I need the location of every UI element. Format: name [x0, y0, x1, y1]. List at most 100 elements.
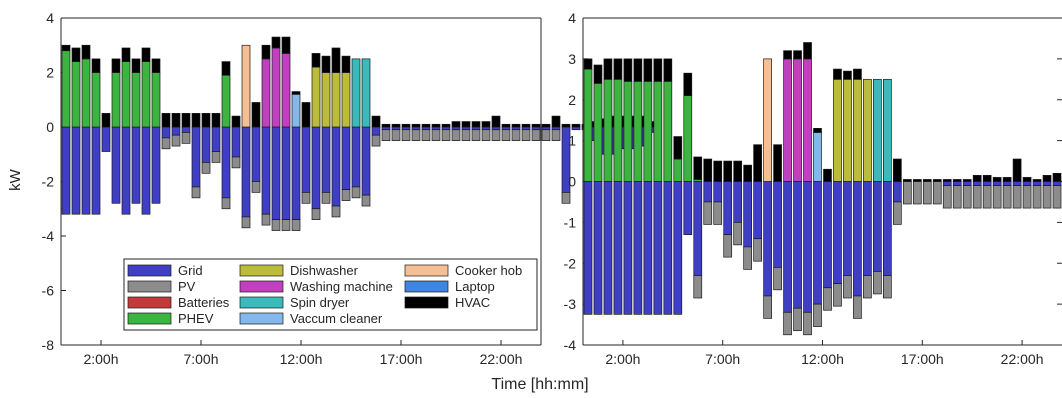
- right-bar-grid: [673, 181, 683, 315]
- left-bar-dishwasher: [311, 66, 321, 128]
- left-bar-hvac: [561, 123, 571, 128]
- left-bar-pv: [351, 186, 361, 199]
- right-bar-hvac: [663, 58, 673, 82]
- right-bar-pv: [982, 185, 992, 209]
- left-bar-hvac: [201, 113, 211, 128]
- left-bar-grid: [171, 126, 181, 136]
- left-y-tick-label: -4: [42, 228, 55, 244]
- right-bar-spin-dryer: [883, 78, 892, 182]
- legend-label-cooker-hob: Cooker hob: [455, 263, 522, 278]
- legend-swatch-phev: [127, 312, 172, 325]
- left-bar-hvac: [281, 36, 291, 54]
- right-bar-grid: [753, 181, 762, 240]
- left-x-tick-label: 17:00h: [380, 351, 423, 367]
- left-bar-grid: [311, 126, 321, 210]
- legend-label-dishwasher: Dishwasher: [290, 263, 359, 278]
- right-bar-phev: [683, 95, 693, 182]
- left-bar-hvac: [541, 123, 551, 128]
- right-y-tick-label: 3: [568, 51, 576, 67]
- left-bar-hvac: [261, 44, 271, 60]
- left-bar-grid: [451, 126, 461, 131]
- right-bar-dishwasher: [843, 78, 852, 182]
- right-bar-pv: [1022, 185, 1032, 209]
- right-bar-pv: [1052, 185, 1062, 209]
- left-bar-hvac: [461, 121, 471, 128]
- left-y-tick-label: 2: [46, 65, 54, 81]
- left-bar-grid: [261, 126, 271, 215]
- left-bar-grid: [401, 126, 411, 131]
- right-bar-grid: [833, 181, 842, 285]
- right-x-tick-label: 22:00h: [1001, 351, 1044, 367]
- right-bar-hvac: [783, 50, 792, 60]
- right-bar-hvac: [673, 136, 683, 160]
- left-y-tick-label: -2: [42, 174, 55, 190]
- left-bar-phev: [141, 61, 151, 128]
- right-bar-grid: [1012, 181, 1022, 186]
- right-bar-grid: [1042, 181, 1052, 186]
- left-bar-grid: [291, 126, 301, 221]
- right-bar-grid: [653, 181, 663, 315]
- legend-box: [123, 258, 538, 331]
- right-bar-phev: [583, 68, 593, 182]
- left-bar-pv: [461, 129, 471, 141]
- right-bar-hvac: [1042, 175, 1052, 182]
- right-bar-cooker-hob: [763, 58, 772, 182]
- left-bar-grid: [211, 126, 221, 152]
- left-bar-grid: [281, 126, 291, 221]
- right-bar-phev: [663, 81, 673, 182]
- right-bar-phev: [603, 78, 613, 182]
- left-bar-pv: [331, 205, 341, 218]
- left-bar-hvac: [151, 58, 161, 73]
- left-bar-hvac: [231, 115, 241, 128]
- right-bar-phev: [623, 81, 633, 182]
- right-bar-grid: [883, 181, 892, 276]
- right-bar-hvac: [693, 156, 703, 180]
- left-bar-hvac: [331, 47, 341, 73]
- left-bar-phev: [131, 72, 141, 128]
- left-bar-hvac: [71, 47, 81, 62]
- left-bar-pv: [321, 192, 331, 204]
- left-bar-pv: [171, 134, 181, 147]
- legend-swatch-laptop: [404, 280, 449, 293]
- left-bar-hvac: [211, 113, 221, 128]
- right-bar-grid: [633, 181, 643, 315]
- right-bar-hvac: [823, 168, 832, 182]
- right-bar-washing-machine: [793, 58, 802, 182]
- right-bar-dishwasher: [833, 78, 842, 182]
- right-x-tick-label: 7:00h: [705, 351, 740, 367]
- left-bar-pv: [281, 219, 291, 231]
- right-bar-spin-dryer: [873, 78, 882, 182]
- left-bar-pv: [511, 129, 521, 141]
- right-bar-hvac: [803, 42, 812, 60]
- right-x-tick-label: 2:00h: [605, 351, 640, 367]
- left-bar-hvac: [171, 113, 181, 128]
- right-bar-hvac: [1022, 177, 1032, 182]
- left-bar-grid: [81, 126, 91, 215]
- right-bar-hvac: [982, 175, 992, 182]
- left-bar-grid: [361, 126, 371, 196]
- left-bar-grid: [101, 126, 111, 152]
- right-bar-hvac: [623, 58, 633, 82]
- right-bar-grid: [783, 181, 792, 313]
- right-y-tick-label: 1: [568, 133, 576, 149]
- left-bar-hvac: [391, 123, 401, 128]
- left-bar-hvac: [191, 113, 201, 128]
- left-bar-grid: [381, 126, 391, 131]
- left-bar-pv: [301, 192, 311, 204]
- left-bar-phev: [151, 72, 161, 128]
- right-bar-pv: [833, 283, 842, 307]
- right-bar-pv: [873, 271, 882, 295]
- left-bar-phev: [71, 61, 81, 128]
- right-bar-grid: [743, 181, 752, 248]
- legend-label-batteries: Batteries: [178, 295, 230, 310]
- right-y-tick-label: -3: [564, 296, 577, 312]
- left-bar-pv: [431, 129, 441, 141]
- right-bar-grid: [663, 181, 673, 315]
- right-bar-phev: [613, 78, 623, 182]
- legend-swatch-dishwasher: [239, 264, 284, 277]
- right-bar-grid: [603, 181, 613, 315]
- left-bar-pv: [421, 129, 431, 141]
- right-bar-pv: [813, 303, 822, 327]
